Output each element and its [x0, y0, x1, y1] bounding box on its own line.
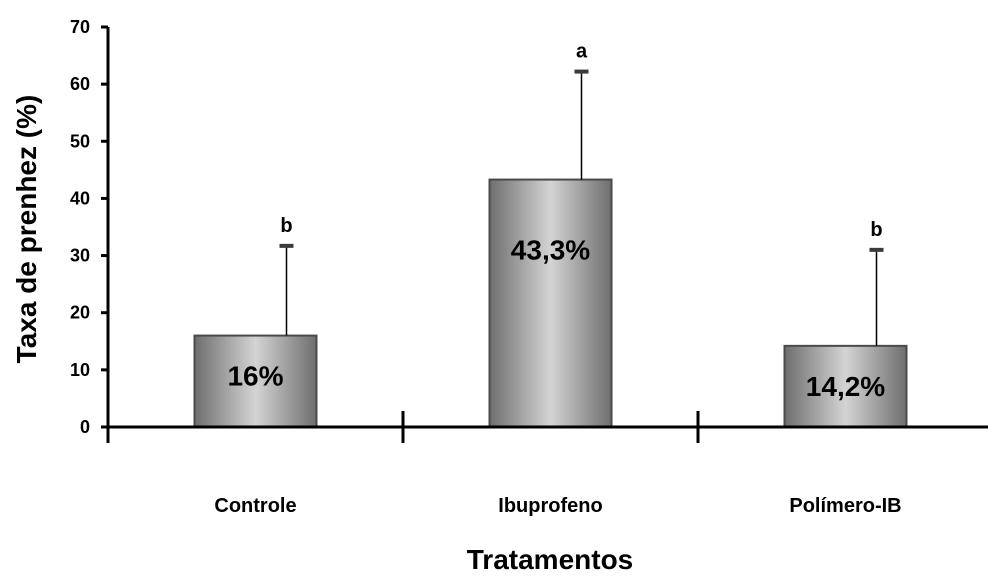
x-category-label: Polímero-IB: [789, 495, 901, 517]
y-tick-label: 60: [70, 74, 90, 94]
y-tick-label: 0: [80, 417, 90, 437]
y-axis-title: Taxa de prenhez (%): [11, 95, 42, 364]
bar: [783, 344, 908, 429]
bar: [488, 178, 613, 428]
y-ticks-layer: 0 10 20 30 40 50 60 70: [70, 17, 108, 437]
significance-letter: b: [870, 219, 882, 241]
x-ticks-layer: [106, 411, 700, 443]
x-category-label: Controle: [214, 495, 296, 517]
error-bars-layer: [279, 69, 884, 346]
bar-value-label: 16%: [227, 361, 283, 392]
y-tick-label: 70: [70, 17, 90, 37]
significance-letter: b: [280, 215, 292, 237]
x-category-label: Ibuprofeno: [498, 495, 602, 517]
y-tick-label: 10: [70, 360, 90, 380]
y-tick-label: 40: [70, 188, 90, 208]
bar: [193, 334, 318, 429]
y-tick-label: 50: [70, 131, 90, 151]
y-tick-label: 20: [70, 303, 90, 323]
bar-value-label: 14,2%: [806, 371, 885, 402]
bar-value-label: 43,3%: [511, 235, 590, 266]
x-axis-title: Tratamentos: [467, 544, 634, 575]
y-tick-label: 30: [70, 246, 90, 266]
significance-letter: a: [576, 41, 588, 63]
labels-layer: 16% b Controle 43,3% a Ibuprofeno 14,2% b Políme…: [214, 41, 901, 517]
bars-layer: [193, 178, 908, 429]
